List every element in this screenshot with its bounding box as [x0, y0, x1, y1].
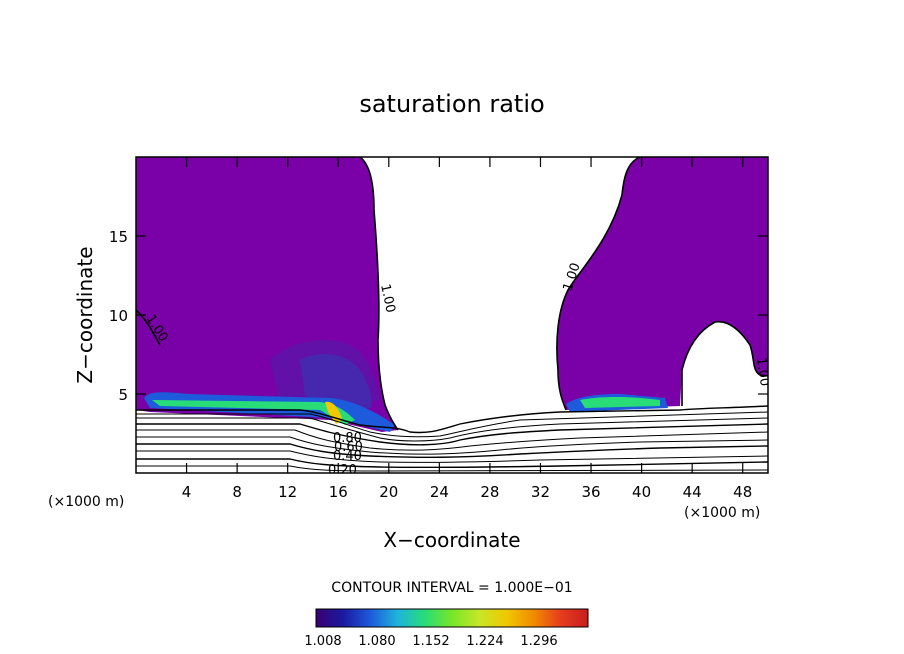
colorbar-tick-label: 1.296: [520, 634, 557, 649]
colorbar-tick-label: 1.008: [304, 634, 341, 649]
x-tick-label: 36: [581, 483, 600, 501]
x-tick-label: 4: [182, 483, 192, 501]
x-tick-label: 48: [733, 483, 752, 501]
y-axis-label: Z−coordinate: [73, 246, 97, 383]
contour-label: 1.00: [753, 356, 772, 387]
contour-label: 0.80: [333, 431, 362, 446]
x-tick-label: 12: [278, 483, 297, 501]
contour-interval-label: CONTOUR INTERVAL = 1.000E−01: [331, 580, 572, 596]
x-axis-ticks: 4 8 12 16 20 24 28 32 36 40 44 48: [182, 157, 752, 501]
x-tick-label: 8: [232, 483, 242, 501]
x-tick-label: 20: [379, 483, 398, 501]
x-tick-label: 24: [430, 483, 449, 501]
colorbar-tick-label: 1.080: [358, 634, 395, 649]
y-tick-label: 5: [118, 386, 128, 404]
x-axis-label: X−coordinate: [383, 528, 520, 552]
plot-area: 1.00 1.00 1.00 1.00 0.80 0.60 0.40 0.20: [136, 157, 772, 478]
y-axis-ticks: 5 10 15: [109, 228, 768, 404]
saturated-region-right: [556, 157, 768, 410]
x-tick-label: 44: [683, 483, 702, 501]
colorbar-labels: 1.008 1.080 1.152 1.224 1.296: [304, 634, 557, 649]
contour-label: 0.60: [334, 440, 363, 455]
y-tick-label: 15: [109, 228, 128, 246]
boundary-contours: [136, 157, 768, 431]
contour-label: 0.40: [333, 449, 362, 464]
colorbar-tick-label: 1.152: [412, 634, 449, 649]
x-tick-label: 32: [531, 483, 550, 501]
contour-label-layer: 1.00 1.00 1.00 1.00 0.80 0.60 0.40 0.20: [143, 261, 772, 478]
low-level-contours: [136, 405, 768, 472]
contour-label: 1.00: [377, 283, 398, 314]
x-tick-label: 40: [632, 483, 651, 501]
colorbar: [315, 608, 589, 628]
contour-label: 0.20: [328, 463, 357, 478]
x-tick-label: 16: [329, 483, 348, 501]
fog-band-left-core: [152, 400, 355, 425]
chart-title: saturation ratio: [359, 90, 544, 118]
x-unit-label-left: (×1000 m): [48, 494, 124, 510]
fog-band-right-core: [580, 397, 660, 408]
colorbar-tick-label: 1.224: [466, 634, 503, 649]
y-tick-label: 10: [109, 307, 128, 325]
x-tick-label: 28: [480, 483, 499, 501]
x-unit-label-right: (×1000 m): [684, 505, 760, 521]
saturated-region-left-shade-2: [300, 354, 372, 410]
